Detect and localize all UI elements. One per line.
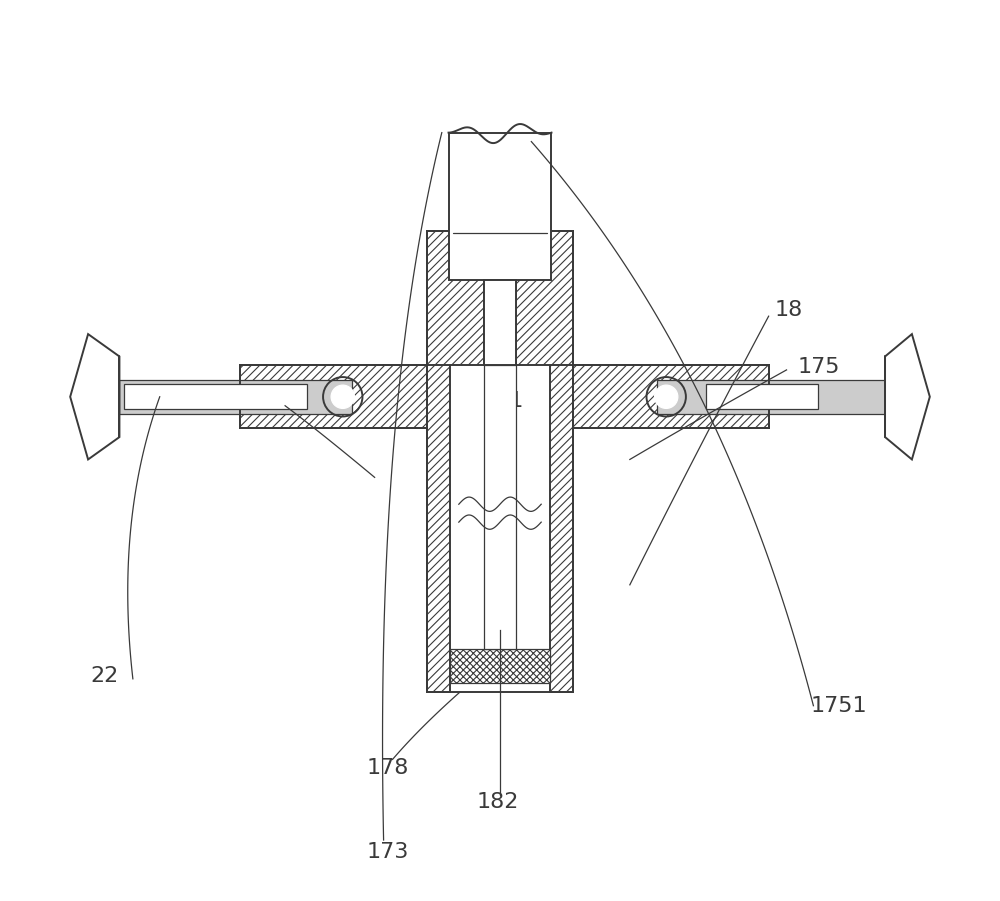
- Bar: [450, 650, 550, 683]
- Text: 29: 29: [242, 393, 271, 413]
- Text: 173: 173: [367, 842, 409, 861]
- Bar: [484, 366, 516, 650]
- Bar: [573, 366, 769, 428]
- Text: 178: 178: [367, 759, 409, 778]
- Bar: [484, 280, 516, 366]
- Bar: [119, 379, 352, 414]
- Text: 182: 182: [476, 791, 519, 812]
- Bar: [427, 232, 450, 692]
- Bar: [427, 232, 573, 366]
- Bar: [240, 366, 427, 428]
- Polygon shape: [70, 334, 119, 460]
- Text: 22: 22: [90, 666, 118, 687]
- Bar: [124, 384, 307, 409]
- Bar: [550, 232, 573, 692]
- Circle shape: [331, 385, 354, 408]
- Bar: [449, 132, 551, 280]
- Text: 175: 175: [798, 357, 840, 378]
- Text: 18: 18: [774, 300, 802, 320]
- Text: 1751: 1751: [810, 696, 867, 715]
- Bar: [706, 384, 818, 409]
- Circle shape: [655, 385, 678, 408]
- Text: 181: 181: [481, 391, 524, 411]
- Bar: [427, 232, 573, 692]
- Polygon shape: [885, 334, 930, 460]
- Bar: [657, 379, 885, 414]
